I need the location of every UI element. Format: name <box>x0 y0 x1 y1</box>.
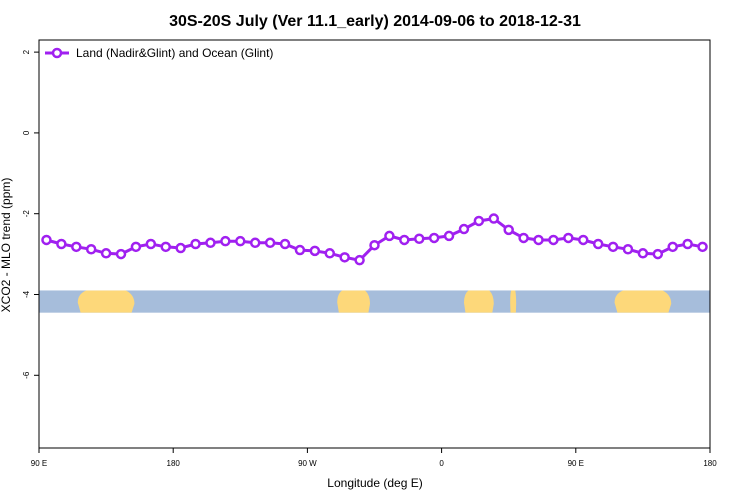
data-point <box>220 235 231 247</box>
y-tick-label: 0 <box>22 130 31 135</box>
x-tick-label: 90 E <box>568 459 584 468</box>
chart-title: 30S-20S July (Ver 11.1_early) 2014-09-06… <box>169 13 581 30</box>
data-point <box>652 248 664 260</box>
data-point <box>399 234 410 246</box>
data-point <box>145 238 157 250</box>
data-point <box>100 248 112 259</box>
x-tick-label: 90 E <box>31 459 47 468</box>
y-tick-label: -4 <box>22 290 31 298</box>
data-point <box>354 254 365 266</box>
data-point <box>697 241 708 253</box>
x-tick-label: 180 <box>167 459 181 468</box>
data-point <box>518 232 529 244</box>
data-point <box>249 237 261 249</box>
land-region-1 <box>337 290 371 313</box>
data-point <box>428 232 440 244</box>
legend-marker <box>51 47 63 59</box>
data-point <box>637 248 649 259</box>
data-point <box>205 237 216 249</box>
data-point <box>413 233 425 244</box>
series-line-0 <box>46 217 703 262</box>
x-axis: 90 E 180 90 W 0 90 E 180 <box>31 448 717 468</box>
data-point <box>384 230 395 242</box>
x-tick-label: 180 <box>703 459 717 468</box>
data-point <box>294 244 306 256</box>
data-point <box>592 238 604 250</box>
data-point <box>130 241 142 253</box>
data-point <box>160 241 171 253</box>
data-point <box>622 244 634 255</box>
data-point <box>607 241 619 253</box>
data-point <box>548 234 559 246</box>
legend-label: Land (Nadir&Glint) and Ocean (Glint) <box>76 46 273 60</box>
data-point <box>488 213 500 224</box>
data-point <box>115 248 127 260</box>
data-point <box>578 234 589 246</box>
land-region-2 <box>463 290 494 313</box>
data-point <box>190 238 201 250</box>
plot-frame <box>38 39 711 449</box>
land-region-4 <box>614 290 672 313</box>
data-point <box>682 238 693 250</box>
data-point <box>264 237 276 249</box>
data-point <box>235 235 246 247</box>
data-point <box>85 244 97 255</box>
data-point <box>339 252 350 263</box>
data-point <box>473 215 485 227</box>
data-point <box>503 224 514 236</box>
data-point <box>369 239 380 251</box>
plot-area <box>39 213 710 313</box>
x-axis-label: Longitude (deg E) <box>327 476 422 490</box>
data-point <box>279 238 291 250</box>
data-point <box>41 234 52 246</box>
y-tick-label: -2 <box>22 210 31 218</box>
y-axis: 2 0 -2 -4 -6 <box>22 49 39 379</box>
data-point <box>563 232 574 244</box>
legend: Land (Nadir&Glint) and Ocean (Glint) <box>45 46 273 60</box>
x-tick-label: 90 W <box>298 459 317 468</box>
data-point <box>324 248 336 259</box>
data-point <box>667 241 678 253</box>
data-point <box>533 234 544 246</box>
data-point <box>309 245 321 257</box>
land-region-0 <box>77 290 135 313</box>
data-point <box>458 223 470 235</box>
x-tick-label: 0 <box>439 459 444 468</box>
y-tick-label: -6 <box>22 371 31 379</box>
data-point <box>443 230 455 242</box>
data-point <box>56 238 67 250</box>
y-axis-label: XCO2 - MLO trend (ppm) <box>0 178 13 313</box>
ocean-band <box>39 290 710 313</box>
land-region-3 <box>510 290 517 313</box>
data-point <box>71 241 82 253</box>
y-tick-label: 2 <box>22 49 31 54</box>
data-point <box>175 242 186 254</box>
